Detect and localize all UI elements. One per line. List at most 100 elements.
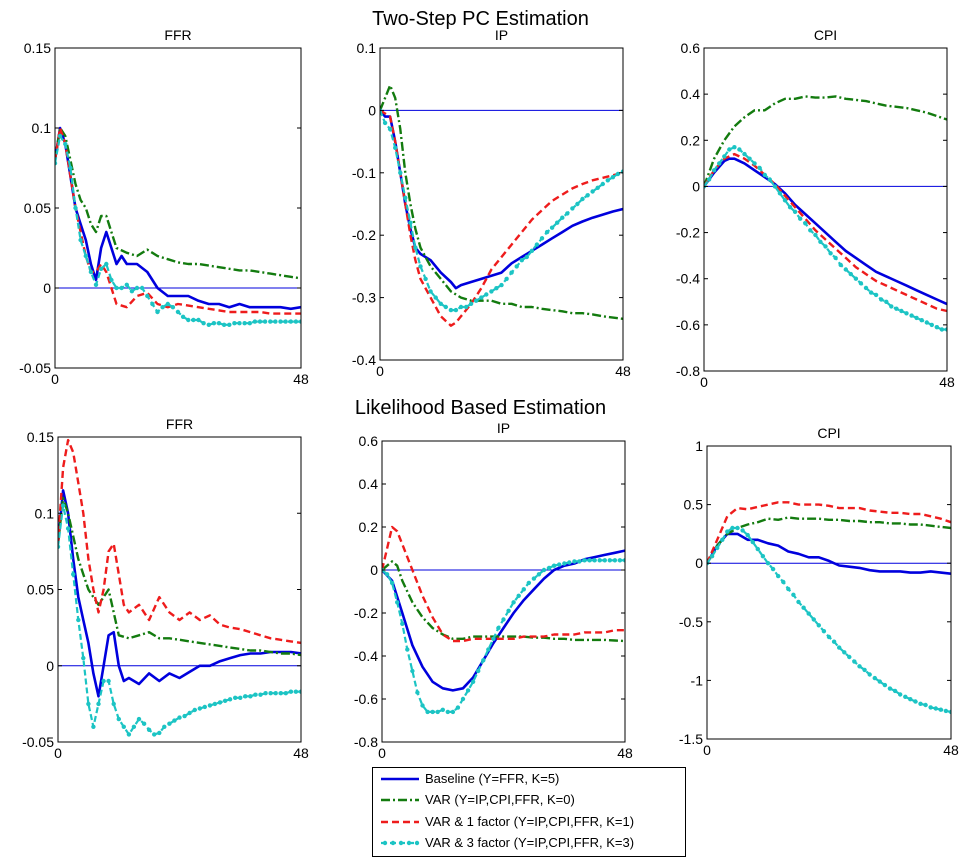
series-point-var3	[167, 721, 172, 726]
series-point-var3	[465, 688, 471, 693]
series-point-var3	[196, 317, 201, 323]
legend-label-baseline: Baseline (Y=FFR, K=5)	[425, 771, 560, 786]
series-point-var3	[146, 727, 152, 732]
series-point-var3	[433, 295, 438, 300]
y-tick-label: -0.5	[679, 614, 703, 630]
series-point-var3	[531, 576, 537, 581]
series-point-var3	[298, 319, 301, 324]
legend-swatch-var1	[381, 820, 419, 824]
series-point-var3	[145, 293, 150, 299]
series-point-var3	[463, 304, 469, 310]
series-point-var3	[595, 185, 600, 190]
series-group	[707, 501, 951, 715]
series-point-var3	[567, 560, 572, 565]
series-point-var3	[862, 667, 867, 673]
series-point-var3	[438, 301, 443, 306]
series-point-var3	[732, 145, 737, 150]
series-point-var3	[445, 709, 450, 715]
y-tick-label: -0.3	[352, 290, 376, 306]
series-point-var3	[150, 301, 155, 307]
chart-panel-5: -0.8 -0.6 -0.4 -0.2 0 0.2 0.4 0.6 0 48 IP	[354, 420, 633, 761]
y-tick-label: -0.05	[22, 734, 54, 750]
series-point-var3	[898, 692, 903, 697]
series-point-var3	[894, 306, 899, 311]
series-point-var3	[109, 277, 114, 283]
series-point-var3	[382, 120, 388, 126]
plot-frame	[703, 47, 948, 372]
y-tick-label: 0.15	[27, 429, 54, 445]
series-point-var3	[187, 710, 192, 716]
series-point-var3	[101, 678, 106, 684]
series-point-var3	[742, 151, 747, 157]
series-point-var3	[212, 701, 218, 707]
series-point-var3	[821, 629, 827, 634]
series-point-var3	[165, 301, 170, 307]
series-line-var	[704, 95, 947, 187]
series-point-var3	[884, 299, 889, 304]
series-point-var3	[119, 285, 124, 291]
series-point-var3	[81, 655, 86, 661]
series-point-var3	[139, 285, 145, 291]
y-tick-label: -0.8	[676, 363, 700, 379]
series-point-var3	[828, 251, 833, 256]
series-point-var3	[221, 322, 227, 327]
series-point-var3	[273, 319, 278, 324]
series-point-var3	[499, 282, 504, 288]
series-point-var3	[129, 289, 135, 294]
y-tick-label: -0.05	[19, 360, 51, 376]
series-point-var3	[557, 562, 562, 567]
series-point-var3	[610, 175, 616, 180]
series-point-var3	[172, 718, 177, 723]
series-point-var3	[202, 704, 207, 710]
series-point-var3	[587, 558, 592, 563]
series-point-var3	[798, 216, 803, 221]
legend-swatch-marker	[414, 840, 420, 846]
legend-item-var3: VAR & 3 factor (Y=IP,CPI,FFR, K=3)	[377, 834, 681, 852]
legend-label-var1: VAR & 1 factor (Y=IP,CPI,FFR, K=1)	[425, 814, 635, 829]
series-point-var3	[717, 161, 722, 166]
series-point-var3	[486, 647, 491, 652]
series-point-var3	[873, 292, 879, 298]
series-line-var1	[380, 109, 623, 327]
series-point-var3	[781, 579, 786, 585]
series-point-var3	[848, 271, 853, 277]
series-point-var3	[801, 605, 806, 610]
series-point-var3	[600, 181, 605, 187]
y-tick-label: -0.4	[676, 271, 700, 287]
series-point-var3	[612, 558, 618, 563]
series-point-var3	[278, 691, 283, 696]
series-line-var	[55, 126, 301, 280]
series-point-var3	[93, 282, 99, 287]
series-line-var	[380, 84, 623, 320]
series-point-var3	[470, 679, 476, 684]
series-point-var3	[892, 688, 898, 694]
series-point-var3	[238, 695, 243, 700]
series-line-var	[707, 516, 951, 564]
series-point-var3	[577, 559, 582, 564]
series-point-var3	[157, 730, 162, 736]
series-point-var3	[413, 245, 418, 250]
plot-frame	[706, 445, 952, 740]
series-line-baseline	[55, 126, 301, 311]
series-point-var3	[709, 554, 715, 559]
series-point-var3	[423, 276, 428, 282]
series-point-var3	[720, 537, 725, 542]
series-point-var3	[602, 558, 607, 563]
series-point-var3	[765, 561, 771, 566]
series-point-var3	[458, 304, 464, 310]
series-point-var3	[134, 285, 140, 291]
series-point-var3	[65, 526, 71, 531]
series-point-var3	[899, 308, 904, 314]
series-point-var3	[622, 558, 625, 563]
series-point-var3	[83, 253, 89, 259]
series-point-var3	[838, 262, 843, 268]
series-point-var3	[597, 558, 602, 563]
series-point-var3	[186, 317, 191, 323]
series-point-var3	[428, 289, 433, 294]
series-point-var3	[491, 636, 496, 641]
series-point-var3	[730, 525, 735, 531]
series-point-var3	[393, 145, 398, 150]
series-point-var3	[68, 165, 73, 171]
series-point-var3	[546, 565, 552, 571]
y-tick-label: 0	[370, 562, 378, 578]
